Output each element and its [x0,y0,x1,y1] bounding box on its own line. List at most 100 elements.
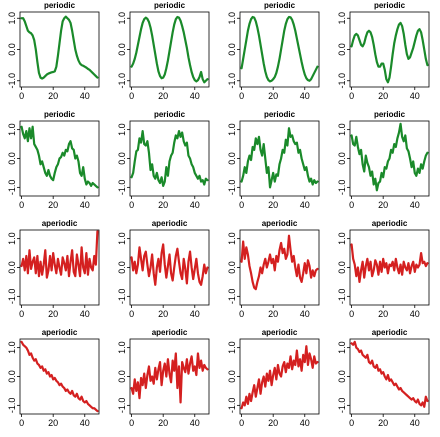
y-tick-label: 1.0 [117,341,127,354]
x-tick-label: 40 [300,200,310,210]
y-tick-label: 1.0 [117,232,127,245]
x-tick-label: 0 [349,309,354,319]
chart-panel: aperiodic 0 20 40 1.0 0.0 -1.0 [330,327,440,436]
y-tick-label: 1.0 [337,232,347,245]
series-line [130,15,209,84]
y-tick-label: 1.0 [337,123,347,136]
chart-panel: aperiodic 0 20 40 1.0 0.0 -1.0 [0,218,110,327]
series-line [20,125,99,189]
y-tick-label: 0.0 [227,261,237,274]
x-tick-label: 0 [349,91,354,101]
y-tick-label: -1.0 [227,73,237,89]
y-tick-label: -1.0 [337,73,347,89]
x-tick-label: 0 [129,200,134,210]
chart-panel: periodic 0 20 40 1.0 0.0 -1.0 [220,109,330,218]
chart-title: periodic [154,1,186,10]
x-tick-label: 40 [410,418,420,428]
y-tick-label: -1.0 [7,289,17,305]
chart-svg: periodic 0 20 40 1.0 0.0 -1.0 [227,110,320,210]
y-tick-label: 0.0 [227,370,237,383]
y-tick-label: 0.0 [227,43,237,56]
x-tick-label: 0 [129,91,134,101]
x-tick-label: 0 [129,418,134,428]
y-tick-label: -1.0 [7,73,17,89]
y-tick-label: -1.0 [7,180,17,196]
x-tick-label: 40 [80,309,90,319]
x-tick-label: 0 [19,418,24,428]
x-tick-label: 0 [349,200,354,210]
chart-panel: periodic 0 20 40 1.0 0.0 -1.0 [330,109,440,218]
x-tick-label: 0 [239,200,244,210]
y-tick-label: 1.0 [7,232,17,245]
chart-panel: periodic 0 20 40 1.0 0.0 -1.0 [110,0,220,109]
series-line [240,15,319,83]
x-tick-label: 20 [158,200,168,210]
chart-title: periodic [154,110,186,119]
series-line [350,21,429,84]
x-tick-label: 20 [268,200,278,210]
y-tick-label: 1.0 [7,12,17,25]
y-tick-label: -1.0 [227,180,237,196]
chart-panel: aperiodic 0 20 40 1.0 0.0 -1.0 [0,327,110,436]
chart-svg: aperiodic 0 20 40 1.0 0.0 -1.0 [227,219,320,319]
series-line [350,243,429,284]
y-tick-label: 1.0 [227,123,237,136]
x-tick-label: 0 [239,418,244,428]
x-tick-label: 40 [190,91,200,101]
y-tick-label: 1.0 [117,12,127,25]
y-tick-label: 0.0 [337,43,347,56]
chart-panel: aperiodic 0 20 40 1.0 0.0 -1.0 [330,218,440,327]
chart-svg: aperiodic 0 20 40 1.0 0.0 -1.0 [337,219,430,319]
series-line [130,243,209,286]
y-tick-label: -1.0 [117,180,127,196]
series-line [350,340,429,408]
x-tick-label: 40 [300,418,310,428]
chart-svg: periodic 0 20 40 1.0 0.0 -1.0 [7,1,100,101]
chart-title: aperiodic [152,219,188,228]
x-tick-label: 20 [158,309,168,319]
series-line [240,345,319,410]
chart-title: aperiodic [372,219,408,228]
chart-svg: periodic 0 20 40 1.0 0.0 -1.0 [7,110,100,210]
x-tick-label: 0 [19,91,24,101]
x-tick-label: 40 [300,91,310,101]
chart-panel: aperiodic 0 20 40 1.0 0.0 -1.0 [110,218,220,327]
x-tick-label: 20 [158,418,168,428]
y-tick-label: 1.0 [117,123,127,136]
x-tick-label: 20 [268,309,278,319]
y-tick-label: 0.0 [117,43,127,56]
chart-panel: periodic 0 20 40 1.0 0.0 -1.0 [0,0,110,109]
series-line [20,230,99,279]
x-tick-label: 40 [410,200,420,210]
plot-frame [239,11,320,88]
y-tick-label: -1.0 [337,398,347,414]
x-tick-label: 20 [268,91,278,101]
chart-title: periodic [44,110,76,119]
chart-svg: periodic 0 20 40 1.0 0.0 -1.0 [337,1,430,101]
chart-panel: aperiodic 0 20 40 1.0 0.0 -1.0 [220,218,330,327]
y-tick-label: 0.0 [7,43,17,56]
y-tick-label: 0.0 [227,152,237,165]
y-tick-label: -1.0 [227,289,237,305]
series-line [20,15,99,80]
y-tick-label: 0.0 [117,370,127,383]
chart-title: periodic [264,110,296,119]
y-tick-label: 1.0 [227,12,237,25]
y-tick-label: 0.0 [337,261,347,274]
y-tick-label: 0.0 [7,261,17,274]
x-tick-label: 40 [300,309,310,319]
x-tick-label: 20 [378,91,388,101]
y-tick-label: 0.0 [117,261,127,274]
series-line [240,127,319,189]
x-tick-label: 20 [378,418,388,428]
chart-title: periodic [374,110,406,119]
x-tick-label: 0 [129,309,134,319]
y-tick-label: 0.0 [117,152,127,165]
chart-title: aperiodic [262,219,298,228]
x-tick-label: 20 [48,200,58,210]
chart-svg: aperiodic 0 20 40 1.0 0.0 -1.0 [7,328,100,428]
x-tick-label: 40 [410,91,420,101]
chart-title: aperiodic [42,328,78,337]
chart-svg: aperiodic 0 20 40 1.0 0.0 -1.0 [7,219,100,319]
chart-panel: periodic 0 20 40 1.0 0.0 -1.0 [0,109,110,218]
